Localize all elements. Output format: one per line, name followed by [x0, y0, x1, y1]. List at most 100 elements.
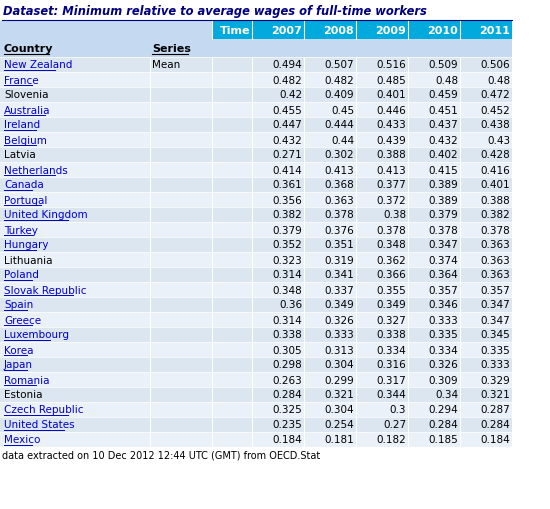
Text: Czech Republic: Czech Republic [4, 405, 84, 415]
Text: 0.338: 0.338 [272, 330, 302, 340]
Text: Mexico: Mexico [4, 435, 40, 445]
Text: 0.45: 0.45 [331, 105, 354, 115]
Text: United Kingdom: United Kingdom [4, 210, 87, 220]
Bar [0, 148, 512, 163]
Text: 0.334: 0.334 [376, 345, 406, 355]
Text: 0.185: 0.185 [428, 435, 458, 445]
Text: 0.347: 0.347 [480, 300, 510, 310]
Text: Mean: Mean [152, 61, 180, 70]
Text: 0.298: 0.298 [272, 360, 302, 370]
Bar [0, 282, 512, 297]
Bar [212, 22, 252, 40]
Text: Latvia: Latvia [4, 150, 36, 160]
Text: 0.182: 0.182 [376, 435, 406, 445]
Text: Series: Series [152, 44, 191, 54]
Text: 0.327: 0.327 [376, 315, 406, 325]
Text: Poland: Poland [4, 270, 39, 280]
Text: 0.378: 0.378 [428, 225, 458, 235]
Text: 0.304: 0.304 [324, 360, 354, 370]
Text: 0.472: 0.472 [480, 90, 510, 100]
Text: Hungary: Hungary [4, 240, 48, 250]
Text: 0.34: 0.34 [435, 390, 458, 400]
Bar [356, 22, 408, 40]
Text: 0.451: 0.451 [428, 105, 458, 115]
Text: 0.413: 0.413 [376, 165, 406, 175]
Text: Netherlands: Netherlands [4, 165, 68, 175]
Text: 0.366: 0.366 [376, 270, 406, 280]
Text: 0.36: 0.36 [279, 300, 302, 310]
Text: 0.361: 0.361 [272, 180, 302, 190]
Text: 0.382: 0.382 [480, 210, 510, 220]
Text: 0.452: 0.452 [480, 105, 510, 115]
Text: Country: Country [4, 44, 53, 54]
Text: 0.388: 0.388 [376, 150, 406, 160]
Text: 0.326: 0.326 [428, 360, 458, 370]
Text: 0.401: 0.401 [376, 90, 406, 100]
Bar [0, 133, 512, 148]
Text: 0.284: 0.284 [428, 420, 458, 430]
Bar [252, 22, 304, 40]
Text: 0.428: 0.428 [480, 150, 510, 160]
Bar [304, 22, 356, 40]
Text: 0.184: 0.184 [480, 435, 510, 445]
Text: 0.351: 0.351 [324, 240, 354, 250]
Text: 0.459: 0.459 [428, 90, 458, 100]
Text: Canada: Canada [4, 180, 44, 190]
Text: 0.42: 0.42 [279, 90, 302, 100]
Text: 0.382: 0.382 [272, 210, 302, 220]
Text: 0.314: 0.314 [272, 270, 302, 280]
Bar [0, 22, 212, 40]
Text: 0.294: 0.294 [428, 405, 458, 415]
Text: 0.338: 0.338 [376, 330, 406, 340]
Bar [0, 267, 512, 282]
Text: 0.356: 0.356 [272, 195, 302, 205]
Bar [0, 163, 512, 178]
Text: 0.432: 0.432 [428, 135, 458, 145]
Text: 0.309: 0.309 [428, 375, 458, 385]
Text: Time: Time [219, 26, 250, 36]
Bar [0, 192, 512, 208]
Text: United States: United States [4, 420, 75, 430]
Text: 0.416: 0.416 [480, 165, 510, 175]
Text: 0.363: 0.363 [480, 255, 510, 265]
Text: 0.352: 0.352 [272, 240, 302, 250]
Bar [0, 0, 550, 22]
Text: 0.235: 0.235 [272, 420, 302, 430]
Bar [0, 118, 512, 133]
Text: 0.409: 0.409 [324, 90, 354, 100]
Text: 0.263: 0.263 [272, 375, 302, 385]
Bar [0, 448, 512, 462]
Text: 0.401: 0.401 [480, 180, 510, 190]
Bar [0, 402, 512, 417]
Bar [0, 73, 512, 88]
Text: Portugal: Portugal [4, 195, 47, 205]
Text: 0.482: 0.482 [272, 75, 302, 86]
Text: Korea: Korea [4, 345, 34, 355]
Text: 0.333: 0.333 [480, 360, 510, 370]
Text: 0.349: 0.349 [376, 300, 406, 310]
Text: 0.363: 0.363 [480, 240, 510, 250]
Text: 0.326: 0.326 [324, 315, 354, 325]
Text: Greece: Greece [4, 315, 41, 325]
Text: 0.389: 0.389 [428, 180, 458, 190]
Text: 0.482: 0.482 [324, 75, 354, 86]
Bar [0, 343, 512, 357]
Bar [0, 238, 512, 252]
Text: 0.433: 0.433 [376, 120, 406, 130]
Text: 2011: 2011 [479, 26, 510, 36]
Text: 0.389: 0.389 [428, 195, 458, 205]
Text: 0.48: 0.48 [435, 75, 458, 86]
Text: 0.299: 0.299 [324, 375, 354, 385]
Bar [0, 417, 512, 432]
Text: 0.376: 0.376 [324, 225, 354, 235]
Text: 0.271: 0.271 [272, 150, 302, 160]
Text: 0.348: 0.348 [272, 285, 302, 295]
Text: 0.347: 0.347 [480, 315, 510, 325]
Bar [0, 40, 512, 58]
Text: 0.377: 0.377 [376, 180, 406, 190]
Text: 0.335: 0.335 [428, 330, 458, 340]
Bar [460, 22, 512, 40]
Text: 0.378: 0.378 [480, 225, 510, 235]
Bar [0, 222, 512, 238]
Text: 0.413: 0.413 [324, 165, 354, 175]
